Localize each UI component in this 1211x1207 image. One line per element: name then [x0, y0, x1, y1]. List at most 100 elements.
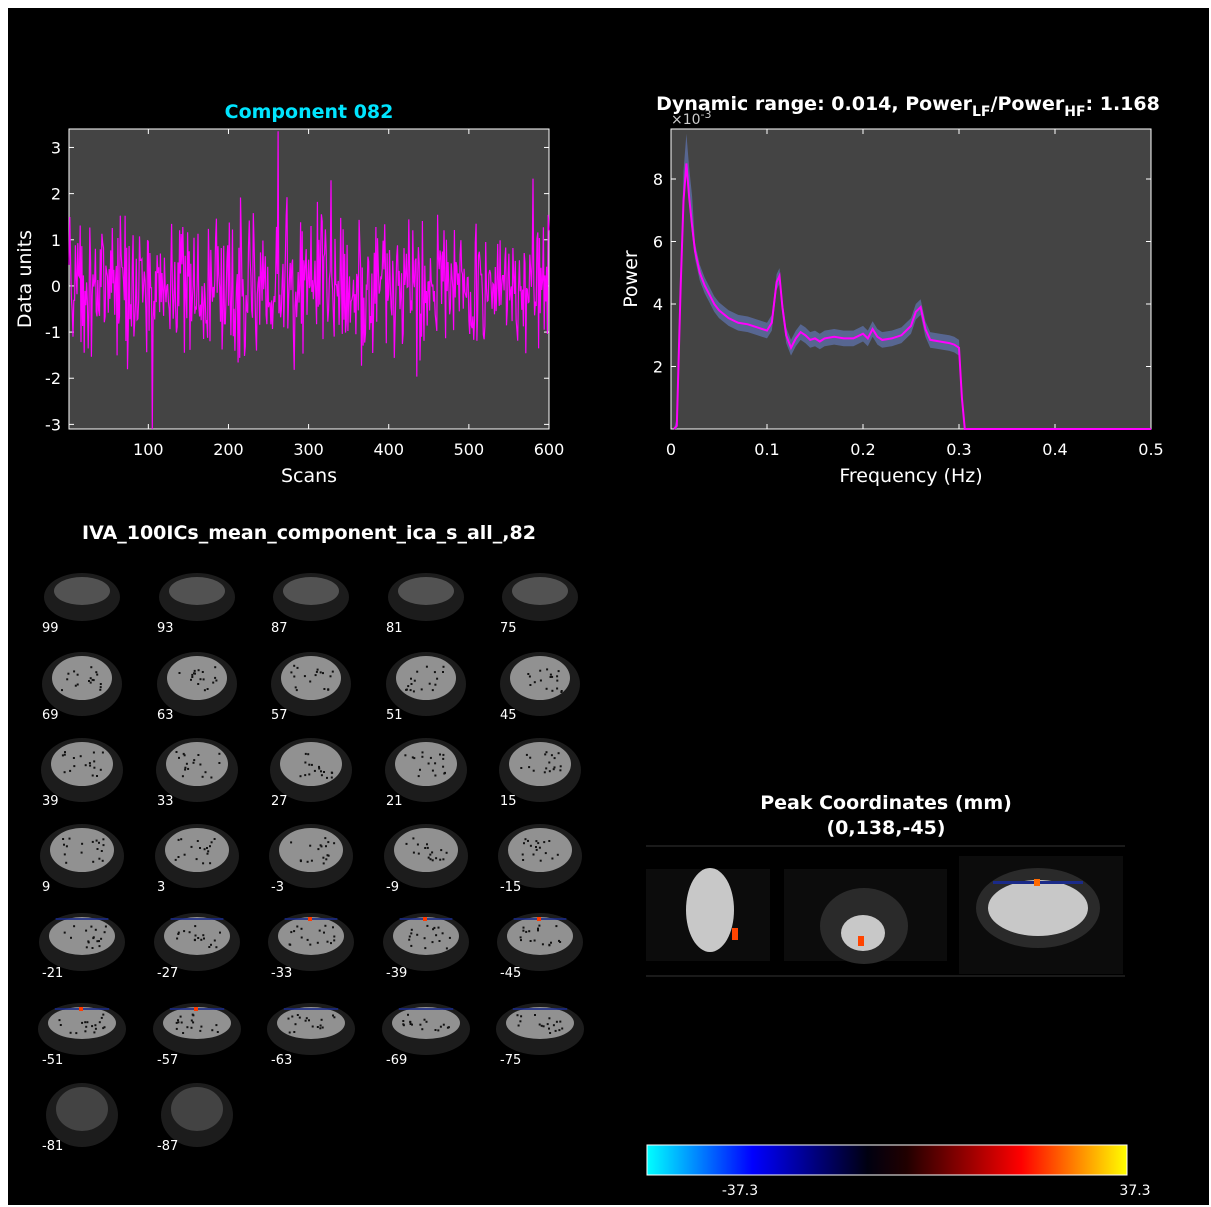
slice-label: -9	[386, 880, 399, 895]
slice-label: -15	[500, 880, 521, 895]
brain-slice	[382, 1003, 470, 1055]
timecourse-xtick-label: 200	[213, 440, 244, 459]
slice-label: 3	[157, 880, 165, 895]
timecourse-xtick-label: 300	[293, 440, 324, 459]
slice-label: -87	[157, 1139, 178, 1154]
brain-slice	[44, 573, 120, 621]
timecourse-xlabel: Scans	[281, 465, 337, 487]
slice-label: -57	[157, 1053, 178, 1068]
brain-slice	[273, 573, 349, 621]
peak-coords: (0,138,-45)	[826, 817, 945, 839]
spectrum-x-ticks: 0 0.1 0.2 0.3 0.4 0.5	[666, 129, 1164, 459]
slice-label: 15	[500, 794, 517, 809]
spectrum-title: Dynamic range: 0.014, PowerLF/PowerHF: 1…	[656, 93, 1160, 120]
slice-label: 81	[386, 621, 403, 636]
timecourse-x-ticks: 100 200 300 400 500 600	[133, 129, 564, 459]
slice-label: 39	[42, 794, 59, 809]
timecourse-ylabel: Data units	[14, 230, 36, 328]
slice-label: -75	[500, 1053, 521, 1068]
slice-label: -39	[386, 966, 407, 981]
brain-slice	[159, 573, 235, 621]
brain-slice	[40, 824, 124, 888]
slice-label: 27	[271, 794, 288, 809]
timecourse-ytick-label: 3	[51, 138, 61, 157]
slice-label: 75	[500, 621, 517, 636]
spectrum-xtick-label: 0.3	[946, 440, 971, 459]
orthogonal-views	[646, 856, 1123, 974]
slice-label: 99	[42, 621, 59, 636]
spectrum-ytick-label: 6	[653, 233, 663, 252]
slice-label: 21	[386, 794, 403, 809]
brain-slice	[386, 652, 466, 716]
timecourse-ytick-label: 2	[51, 185, 61, 204]
spectrum-ytick-label: 2	[653, 358, 663, 377]
brain-slice	[38, 1003, 126, 1055]
timecourse-ytick-label: -2	[45, 369, 61, 388]
brain-slice	[41, 738, 123, 802]
slice-label: -3	[271, 880, 284, 895]
slice-label: -21	[42, 966, 63, 981]
spectrum-xtick-label: 0.1	[754, 440, 779, 459]
timecourse-xtick-label: 400	[373, 440, 404, 459]
timecourse-title: Component 082	[225, 101, 394, 123]
slice-label: 57	[271, 708, 288, 723]
slice-label: -45	[500, 966, 521, 981]
timecourse-ytick-label: 0	[51, 277, 61, 296]
timecourse-xtick-label: 100	[133, 440, 164, 459]
brain-slice	[154, 913, 240, 971]
figure-canvas: Component 082 Scans Data units 100 200 300…	[14, 93, 1164, 1199]
brain-slice	[268, 913, 354, 971]
brain-slice	[157, 652, 237, 716]
spectrum-series-line	[673, 163, 1151, 430]
spectrum-xlabel: Frequency (Hz)	[839, 465, 982, 487]
slice-label: 51	[386, 708, 403, 723]
brain-slice	[499, 738, 581, 802]
timecourse-xtick-label: 500	[454, 440, 485, 459]
brain-slice	[384, 824, 468, 888]
timecourse-ytick-label: -1	[45, 323, 61, 342]
timecourse-xtick-label: 600	[534, 440, 565, 459]
brain-slice	[496, 1003, 584, 1055]
timecourse-ytick-label: -3	[45, 415, 61, 434]
brain-slice	[270, 738, 352, 802]
brain-slice	[46, 1083, 118, 1147]
slice-label: 87	[271, 621, 288, 636]
brain-slice	[269, 824, 353, 888]
spectrum-panel: Dynamic range: 0.014, PowerLF/PowerHF: 1…	[620, 93, 1164, 487]
slice-label: -33	[271, 966, 292, 981]
brain-slice	[502, 573, 578, 621]
slice-label: 33	[157, 794, 174, 809]
slice-label: -69	[386, 1053, 407, 1068]
colorbar	[646, 1144, 1128, 1176]
brain-slice	[383, 913, 469, 971]
brain-slice	[42, 652, 122, 716]
axial-view	[959, 856, 1123, 974]
montage-title: IVA_100ICs_mean_component_ica_s_all_,82	[82, 522, 536, 544]
brain-slice	[153, 1003, 241, 1055]
slice-label: -63	[271, 1053, 292, 1068]
slice-label: -81	[42, 1139, 63, 1154]
sagittal-view	[646, 868, 770, 961]
brain-slice	[267, 1003, 355, 1055]
brain-slice	[500, 652, 580, 716]
spectrum-ylabel: Power	[620, 250, 642, 308]
figure: Component 082 Scans Data units 100 200 300…	[8, 8, 1209, 1205]
spectrum-xtick-label: 0.5	[1138, 440, 1163, 459]
timecourse-series-line	[68, 131, 550, 430]
peak-title: Peak Coordinates (mm)	[760, 792, 1012, 814]
slice-label: -27	[157, 966, 178, 981]
spectrum-xtick-label: 0.4	[1042, 440, 1067, 459]
brain-slice	[388, 573, 464, 621]
brain-slice	[156, 738, 238, 802]
timecourse-ytick-label: 1	[51, 231, 61, 250]
coronal-view	[784, 869, 947, 964]
spectrum-xtick-label: 0.2	[850, 440, 875, 459]
brain-slice	[498, 824, 582, 888]
colorbar-max-label: 37.3	[1119, 1183, 1150, 1199]
brain-slice	[385, 738, 467, 802]
slice-label: 9	[42, 880, 50, 895]
brain-slice	[39, 913, 125, 971]
spectrum-xtick-label: 0	[666, 440, 676, 459]
slice-label: 93	[157, 621, 174, 636]
